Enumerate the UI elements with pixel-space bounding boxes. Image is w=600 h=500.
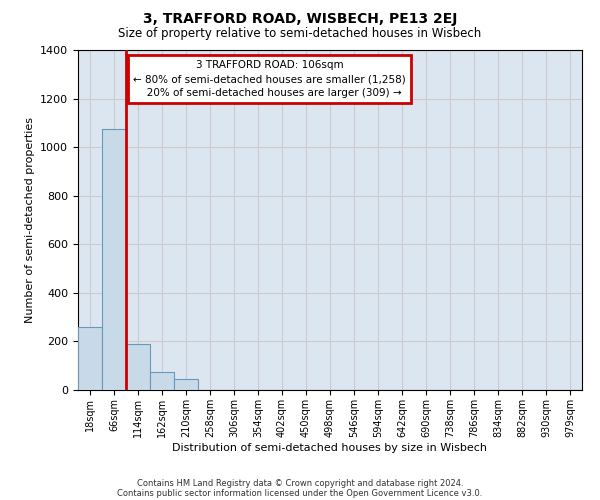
Text: 3 TRAFFORD ROAD: 106sqm
← 80% of semi-detached houses are smaller (1,258)
   20%: 3 TRAFFORD ROAD: 106sqm ← 80% of semi-de… xyxy=(133,60,406,98)
Y-axis label: Number of semi-detached properties: Number of semi-detached properties xyxy=(25,117,35,323)
Text: Contains public sector information licensed under the Open Government Licence v3: Contains public sector information licen… xyxy=(118,488,482,498)
Bar xyxy=(126,344,150,390)
Bar xyxy=(78,327,102,390)
Text: Size of property relative to semi-detached houses in Wisbech: Size of property relative to semi-detach… xyxy=(118,28,482,40)
Text: Contains HM Land Registry data © Crown copyright and database right 2024.: Contains HM Land Registry data © Crown c… xyxy=(137,478,463,488)
Bar xyxy=(174,379,198,390)
Text: 3, TRAFFORD ROAD, WISBECH, PE13 2EJ: 3, TRAFFORD ROAD, WISBECH, PE13 2EJ xyxy=(143,12,457,26)
Bar xyxy=(150,372,174,390)
Bar xyxy=(102,129,126,390)
X-axis label: Distribution of semi-detached houses by size in Wisbech: Distribution of semi-detached houses by … xyxy=(173,442,487,452)
